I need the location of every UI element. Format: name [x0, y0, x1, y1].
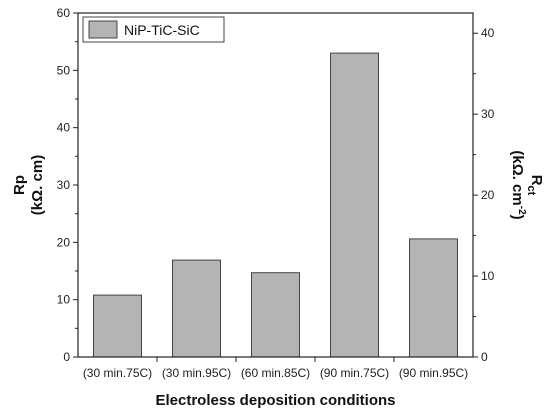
y2-axis-title-close: )	[509, 215, 526, 220]
x-tick-label: (90 min.75C)	[320, 366, 389, 380]
bar-2	[172, 259, 221, 358]
y2-axis-title-line2: (kΩ. cm-2)	[509, 150, 527, 219]
x-axis-title: Electroless deposition conditions	[155, 392, 395, 409]
x-tick-label: (30 min.95C)	[162, 366, 231, 380]
y-tick-label: 20	[57, 235, 71, 249]
bar-1	[93, 294, 142, 358]
x-tick-label: (60 min.85C)	[241, 366, 310, 380]
y-tick-label: 10	[57, 293, 71, 307]
y2-tick-label: 40	[481, 26, 495, 40]
y2-axis-title-sup: -2	[516, 206, 527, 215]
x-tick-label: (30 min.75C)	[83, 366, 152, 380]
y2-axis-title-sub: ct	[525, 186, 537, 196]
left-axis-ticks: 0 10 20 30 40 50 60	[57, 6, 78, 364]
y-tick-label: 60	[57, 6, 71, 20]
y-tick-label: 30	[57, 178, 71, 192]
legend-label: NiP-TiC-SiC	[124, 22, 200, 38]
y-tick-label: 40	[57, 121, 71, 135]
y-axis-title-line2: (kΩ. cm)	[29, 155, 46, 215]
y-tick-label: 50	[57, 63, 71, 77]
x-tick-label: (90 min.95C)	[399, 366, 468, 380]
x-axis-ticks: (30 min.75C) (30 min.95C) (60 min.85C) (90 …	[83, 357, 468, 380]
y2-axis-title-line1: Rct	[525, 175, 545, 196]
y2-axis-title-main: R	[528, 175, 545, 186]
y2-tick-label: 20	[481, 188, 495, 202]
y2-axis-title-unit: (kΩ. cm	[509, 150, 526, 205]
right-axis-ticks: 0 10 20 30 40	[473, 26, 495, 364]
legend: NiP-TiC-SiC	[82, 16, 225, 43]
y-axis-title-line1: Rp	[11, 175, 28, 195]
bar-3	[251, 272, 300, 358]
y2-tick-label: 10	[481, 269, 495, 283]
bar-4	[330, 52, 379, 358]
y2-tick-label: 30	[481, 107, 495, 121]
y-tick-label: 0	[63, 350, 70, 364]
y2-tick-label: 0	[481, 350, 488, 364]
bars-group	[93, 52, 458, 358]
bar-5	[409, 238, 458, 358]
legend-swatch	[88, 20, 118, 39]
